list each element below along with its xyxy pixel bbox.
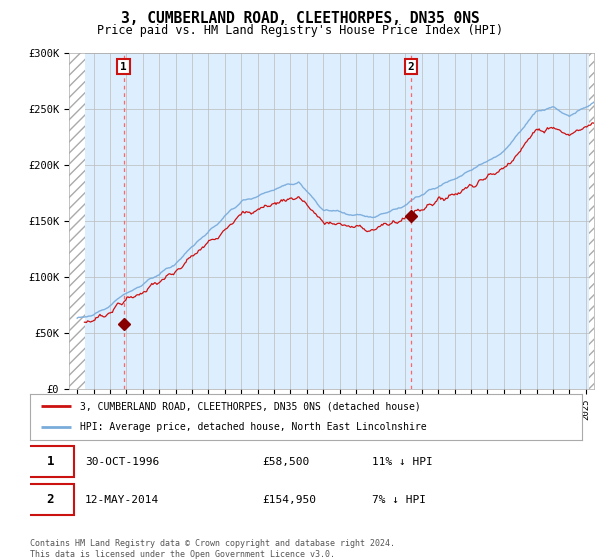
Bar <box>69 53 85 389</box>
Bar <box>589 53 594 389</box>
Text: 2: 2 <box>408 62 415 72</box>
Text: 2: 2 <box>47 493 54 506</box>
Text: £154,950: £154,950 <box>262 495 316 505</box>
Text: 11% ↓ HPI: 11% ↓ HPI <box>372 457 433 466</box>
Text: Contains HM Land Registry data © Crown copyright and database right 2024.
This d: Contains HM Land Registry data © Crown c… <box>30 539 395 559</box>
Text: 7% ↓ HPI: 7% ↓ HPI <box>372 495 426 505</box>
Text: 3, CUMBERLAND ROAD, CLEETHORPES, DN35 0NS: 3, CUMBERLAND ROAD, CLEETHORPES, DN35 0N… <box>121 11 479 26</box>
Text: £58,500: £58,500 <box>262 457 309 466</box>
Text: 1: 1 <box>120 62 127 72</box>
Text: 30-OCT-1996: 30-OCT-1996 <box>85 457 160 466</box>
FancyBboxPatch shape <box>27 484 74 515</box>
Text: HPI: Average price, detached house, North East Lincolnshire: HPI: Average price, detached house, Nort… <box>80 422 427 432</box>
Text: 1: 1 <box>47 455 54 468</box>
FancyBboxPatch shape <box>27 446 74 477</box>
Text: 12-MAY-2014: 12-MAY-2014 <box>85 495 160 505</box>
Text: 3, CUMBERLAND ROAD, CLEETHORPES, DN35 0NS (detached house): 3, CUMBERLAND ROAD, CLEETHORPES, DN35 0N… <box>80 401 421 411</box>
Text: Price paid vs. HM Land Registry's House Price Index (HPI): Price paid vs. HM Land Registry's House … <box>97 24 503 36</box>
